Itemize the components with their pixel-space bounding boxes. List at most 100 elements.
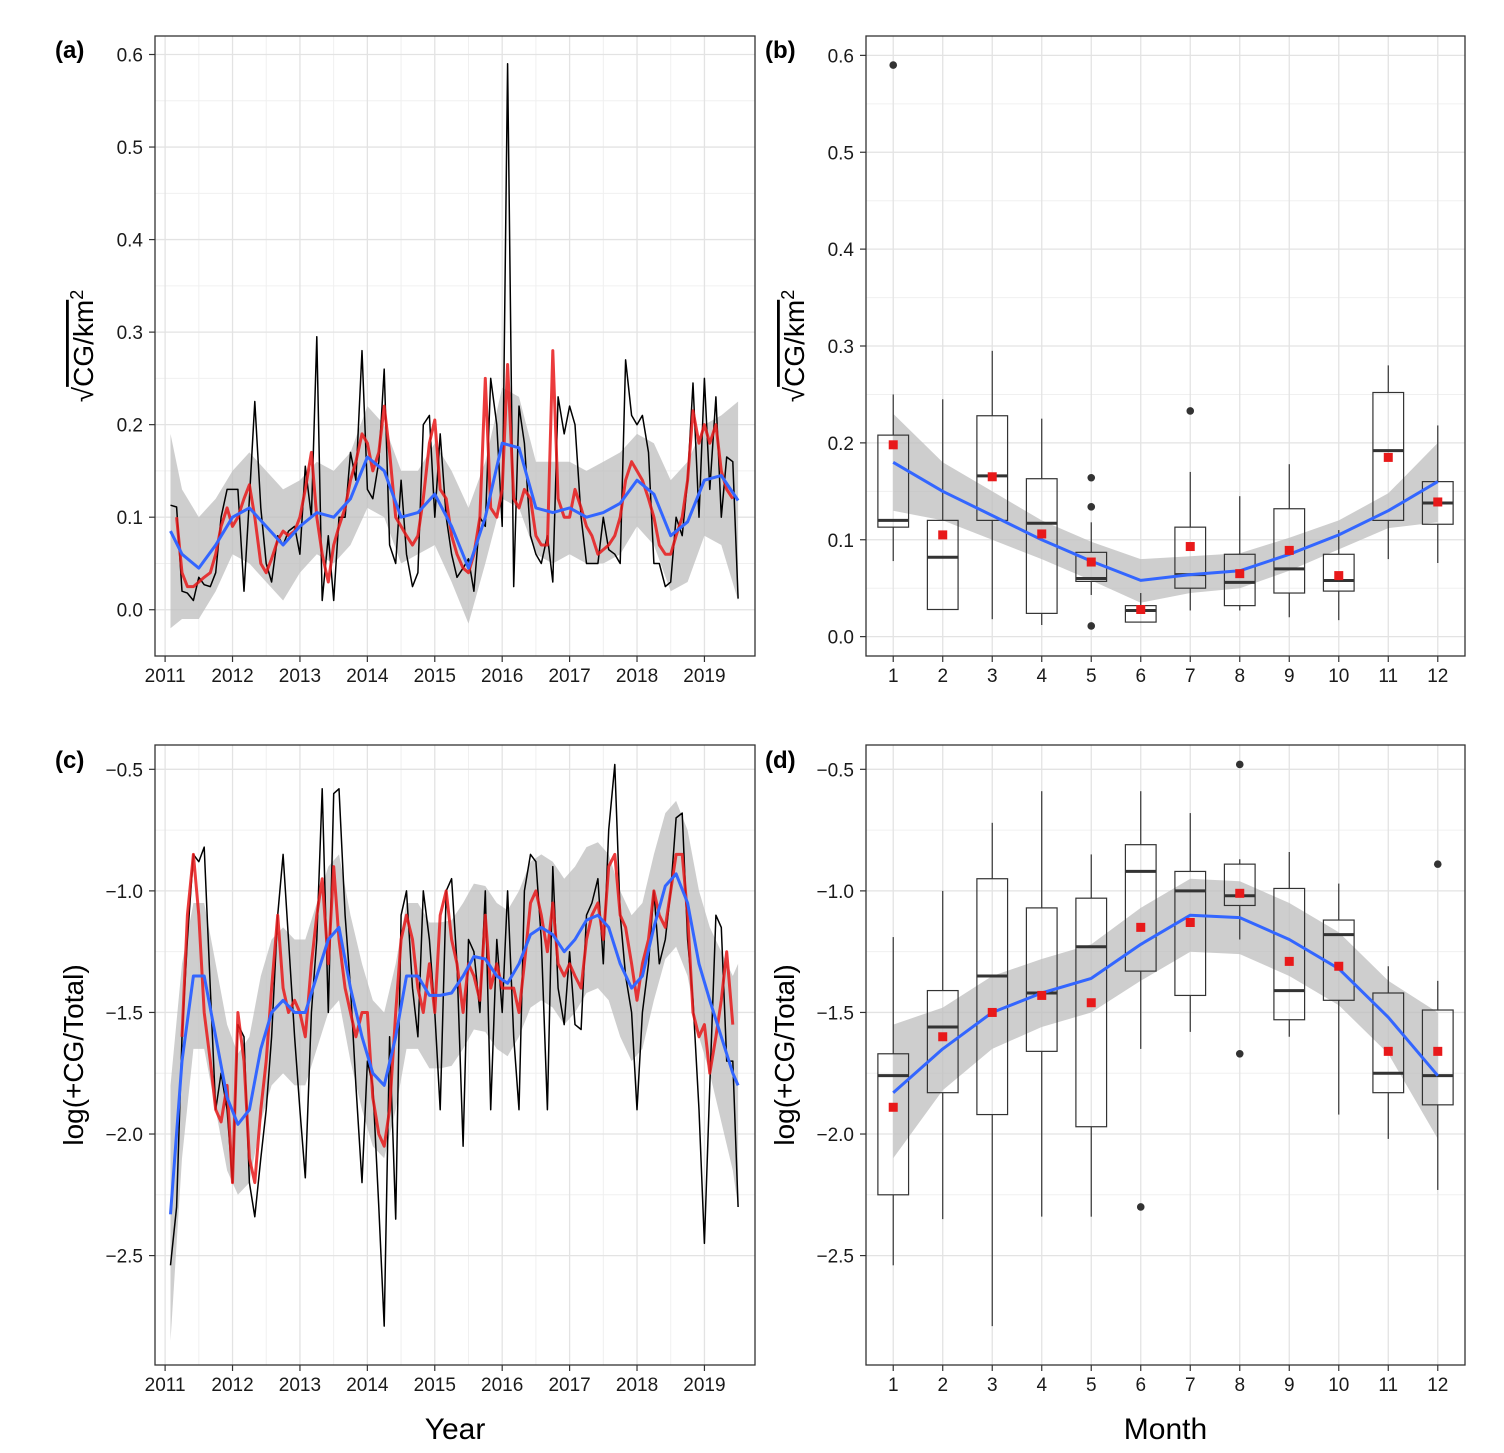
observed-series-line (169, 763, 739, 1327)
x-tick-label: 2011 (145, 666, 186, 687)
x-tick-label: 3 (987, 666, 998, 687)
x-tick-label: 7 (1185, 666, 1196, 687)
y-tick-label: 0.5 (117, 138, 143, 159)
y-tick-label: 0.3 (117, 323, 143, 344)
smooth-trend-line (169, 441, 740, 570)
y-tick-label: −1.0 (816, 882, 854, 903)
x-tick-label: 2014 (346, 666, 389, 687)
mean-point (1185, 542, 1195, 552)
x-tick-label: 1 (888, 1375, 899, 1396)
x-tick-label: 2019 (683, 666, 725, 687)
y-tick-label: −1.5 (105, 1003, 143, 1024)
y-tick-label: 0.1 (828, 531, 854, 552)
x-tick-label: 2014 (346, 1375, 389, 1396)
x-axis-title: Month (1124, 1413, 1207, 1446)
box-iqr (1174, 870, 1207, 997)
box-month-9 (1273, 851, 1306, 1037)
y-tick-label: −2.5 (816, 1247, 854, 1268)
mean-point (1334, 571, 1344, 581)
panel-label: (d) (765, 747, 796, 774)
y-tick-label: 0.0 (117, 601, 143, 622)
box-month-11 (1372, 365, 1405, 560)
box-month-2 (926, 399, 959, 611)
box-month-8 (1223, 760, 1256, 1058)
box-iqr (1223, 553, 1256, 607)
box-month-4 (1025, 791, 1058, 1217)
mean-point (1185, 917, 1195, 927)
x-tick-label: 9 (1284, 1375, 1295, 1396)
x-tick-label: 2013 (279, 1375, 321, 1396)
y-tick-label: 0.4 (828, 240, 855, 261)
x-tick-label: 2017 (548, 1375, 590, 1396)
mean-point (1136, 922, 1146, 932)
outlier-point (1186, 407, 1195, 415)
x-tick-label: 11 (1378, 666, 1398, 687)
y-tick-label: −2.5 (105, 1247, 143, 1268)
y-tick-label: −1.5 (816, 1003, 854, 1024)
mean-point (1433, 1046, 1443, 1056)
y-tick-label: 0.0 (828, 628, 854, 649)
box-month-10 (1322, 530, 1355, 621)
x-tick-label: 2019 (683, 1375, 725, 1396)
box-month-1 (877, 937, 910, 1266)
x-tick-label: 1 (888, 666, 899, 687)
box-iqr (1372, 992, 1405, 1094)
mean-point (987, 1007, 997, 1017)
box-iqr (1223, 863, 1256, 907)
box-month-8 (1223, 496, 1256, 611)
panel-border (154, 744, 756, 1366)
outlier-point (1235, 1049, 1244, 1058)
box-month-7 (1174, 813, 1207, 1032)
x-tick-label: 9 (1284, 666, 1295, 687)
x-tick-label: 7 (1185, 1375, 1196, 1396)
box-iqr (877, 434, 910, 528)
y-axis-title: log(+CG/Total) (58, 964, 89, 1145)
x-tick-label: 5 (1086, 666, 1097, 687)
mean-point (1086, 557, 1096, 567)
box-month-2 (926, 890, 959, 1220)
box-month-10 (1322, 883, 1355, 1115)
x-tick-label: 4 (1036, 666, 1047, 687)
mean-point (1136, 605, 1146, 614)
x-tick-label: 2015 (414, 666, 456, 687)
y-tick-label: 0.6 (117, 46, 143, 67)
confidence-ribbon (893, 878, 1438, 1159)
confidence-ribbon (170, 387, 739, 629)
grid (866, 36, 1465, 656)
mean-point (888, 440, 898, 450)
box-month-12 (1421, 860, 1454, 1190)
confidence-ribbon (170, 800, 739, 1341)
panel-label: (a) (55, 37, 84, 64)
x-tick-label: 2 (937, 1375, 948, 1396)
x-tick-label: 4 (1036, 1375, 1047, 1396)
mean-point (938, 530, 948, 540)
x-tick-label: 2011 (145, 1375, 186, 1396)
outlier-point (1235, 760, 1244, 769)
box-month-6 (1124, 791, 1157, 1211)
x-tick-label: 10 (1328, 666, 1349, 687)
y-tick-label: 0.1 (117, 508, 143, 529)
box-iqr (1372, 391, 1405, 521)
panel-label: (b) (765, 37, 796, 64)
mean-point (1235, 569, 1245, 579)
x-tick-label: 2016 (481, 666, 523, 687)
y-tick-label: 0.2 (117, 416, 143, 437)
outlier-point (889, 61, 898, 69)
box-month-1 (877, 61, 910, 562)
mean-point (1433, 497, 1443, 507)
box-iqr (926, 989, 959, 1094)
box-iqr (1322, 553, 1355, 592)
box-iqr (1124, 844, 1157, 972)
x-tick-label: 2012 (211, 1375, 253, 1396)
confidence-ribbon (893, 413, 1438, 603)
x-tick-label: 5 (1086, 1375, 1097, 1396)
mean-point (1235, 888, 1245, 898)
mean-point (1086, 998, 1096, 1008)
outlier-point (1087, 622, 1096, 630)
x-axis-title: Year (425, 1413, 486, 1446)
smooth-trend-line (892, 913, 1439, 1094)
y-tick-label: −2.0 (105, 1125, 143, 1146)
y-axis-title: log(+CG/Total) (769, 964, 800, 1145)
